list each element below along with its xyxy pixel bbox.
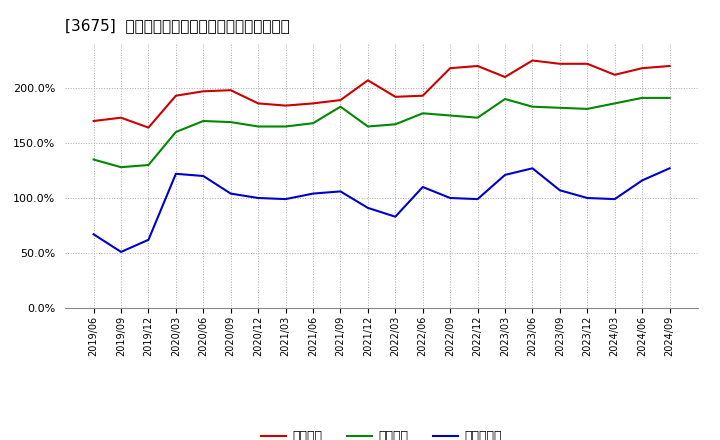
流動比率 [611,72,619,77]
流動比率 [117,115,125,120]
Text: [3675]  流動比率、当座比率、現預金比率の推移: [3675] 流動比率、当座比率、現預金比率の推移 [65,18,289,33]
現預金比率 [391,214,400,220]
現預金比率 [336,189,345,194]
当座比率 [199,118,207,124]
当座比率 [473,115,482,120]
現預金比率 [282,196,290,202]
流動比率 [226,88,235,93]
Line: 現預金比率: 現預金比率 [94,168,670,252]
当座比率 [309,121,318,126]
流動比率 [364,77,372,83]
当座比率 [336,104,345,109]
現預金比率 [528,165,537,171]
現預金比率 [117,249,125,254]
流動比率 [282,103,290,108]
流動比率 [528,58,537,63]
現預金比率 [665,165,674,171]
流動比率 [418,93,427,98]
当座比率 [583,106,592,111]
現預金比率 [500,172,509,177]
流動比率 [336,97,345,103]
当座比率 [171,129,180,135]
現預金比率 [364,205,372,210]
流動比率 [144,125,153,130]
当座比率 [144,162,153,168]
当座比率 [254,124,263,129]
当座比率 [611,101,619,106]
流動比率 [199,88,207,94]
流動比率 [556,61,564,66]
Legend: 流動比率, 当座比率, 現預金比率: 流動比率, 当座比率, 現預金比率 [256,425,507,440]
当座比率 [226,119,235,125]
当座比率 [418,110,427,116]
流動比率 [391,94,400,99]
流動比率 [446,66,454,71]
現預金比率 [611,196,619,202]
現預金比率 [638,178,647,183]
当座比率 [391,121,400,127]
Line: 流動比率: 流動比率 [94,60,670,128]
現預金比率 [144,237,153,242]
流動比率 [638,66,647,71]
現預金比率 [199,173,207,179]
当座比率 [500,96,509,102]
当座比率 [89,157,98,162]
現預金比率 [583,195,592,201]
現預金比率 [473,196,482,202]
当座比率 [282,124,290,129]
当座比率 [364,124,372,129]
当座比率 [446,113,454,118]
流動比率 [665,63,674,69]
当座比率 [556,105,564,110]
Line: 当座比率: 当座比率 [94,98,670,167]
流動比率 [583,61,592,66]
現預金比率 [171,171,180,176]
流動比率 [473,63,482,69]
当座比率 [117,165,125,170]
流動比率 [171,93,180,98]
流動比率 [309,101,318,106]
現預金比率 [254,195,263,201]
流動比率 [500,74,509,80]
流動比率 [254,101,263,106]
流動比率 [89,118,98,124]
現預金比率 [89,231,98,237]
当座比率 [638,95,647,101]
当座比率 [665,95,674,101]
当座比率 [528,104,537,109]
現預金比率 [446,195,454,201]
現預金比率 [226,191,235,196]
現預金比率 [309,191,318,196]
現預金比率 [418,184,427,190]
現預金比率 [556,187,564,193]
